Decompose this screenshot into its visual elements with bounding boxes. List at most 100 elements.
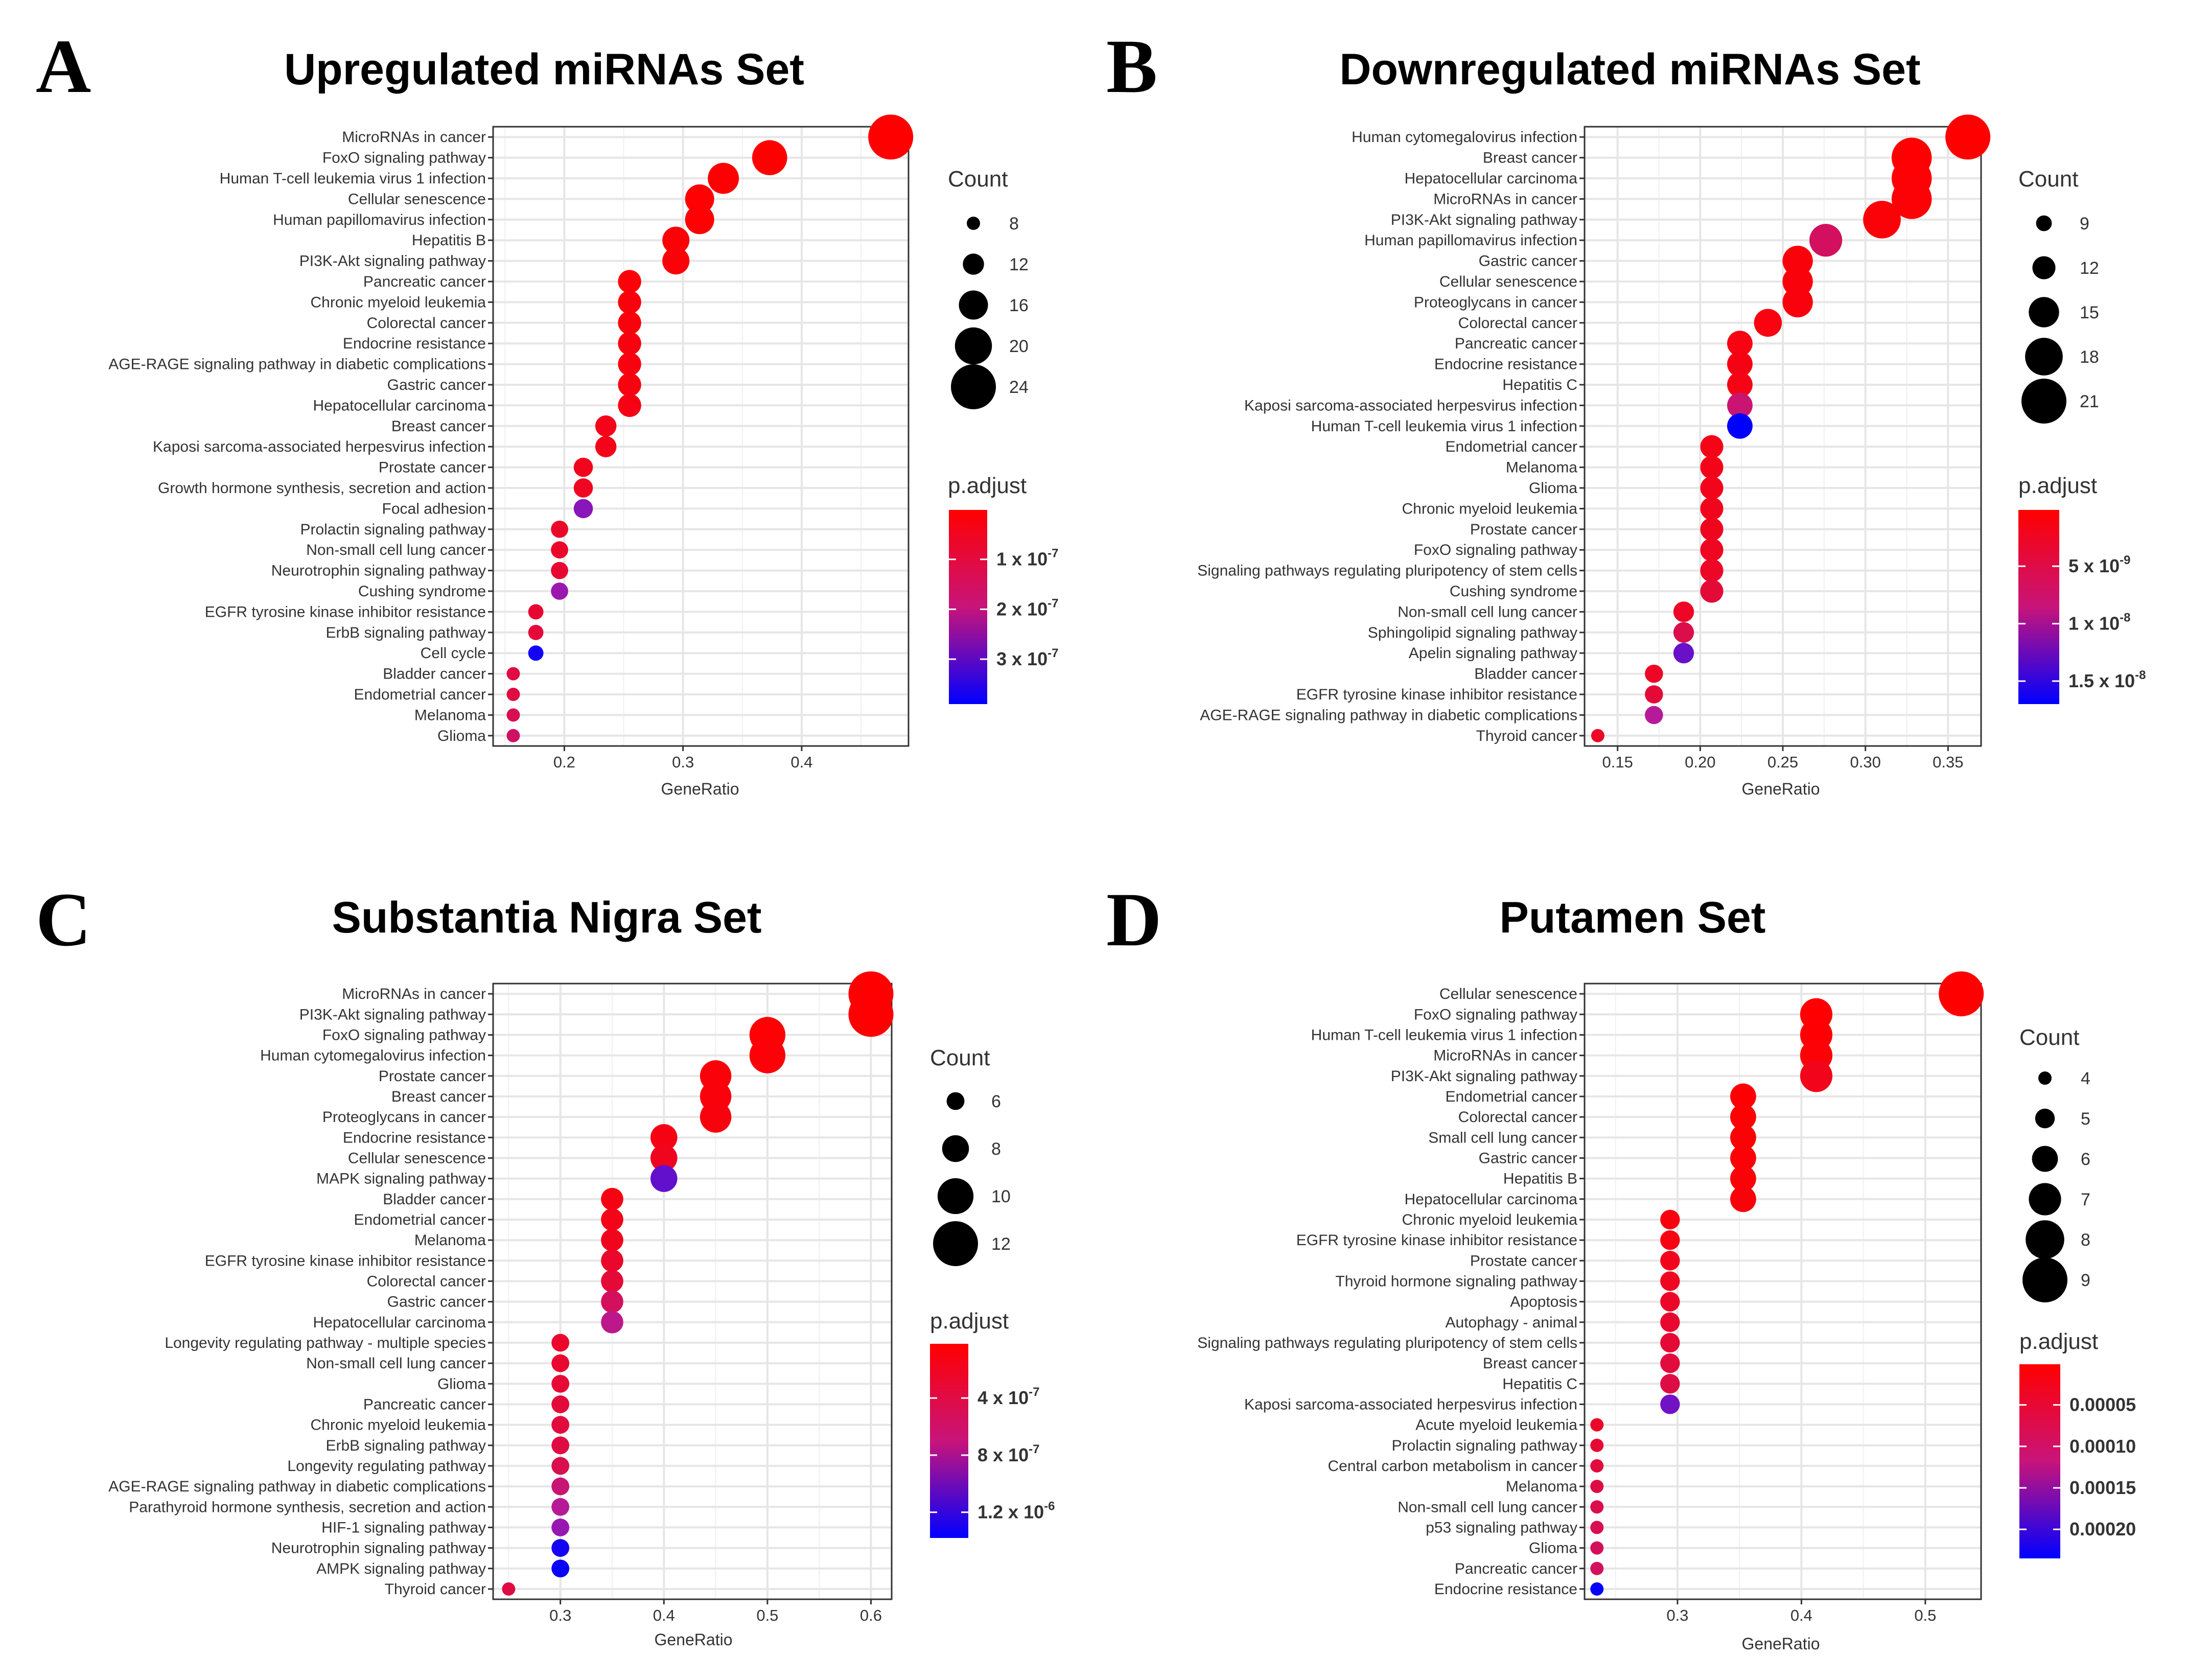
y-tick-label: Melanoma <box>1506 1478 1577 1495</box>
data-point <box>601 1229 623 1251</box>
y-tick-label: Human T-cell leukemia virus 1 infection <box>220 170 486 187</box>
y-tick-label: PI3K-Akt signaling pathway <box>1391 212 1577 228</box>
y-tick-label: Prostate cancer <box>1470 521 1577 538</box>
size-legend-label: 20 <box>1009 337 1029 356</box>
size-legend-label: 9 <box>2081 1271 2090 1290</box>
data-point <box>618 270 641 293</box>
size-legend-label: 10 <box>991 1187 1011 1206</box>
data-point <box>618 373 641 396</box>
data-point <box>1863 200 1901 239</box>
y-tick-label: Breast cancer <box>391 418 486 435</box>
size-legend-dot <box>963 253 984 275</box>
y-tick-label: Hepatocellular carcinoma <box>1405 170 1578 187</box>
data-point <box>1660 1292 1680 1312</box>
panel-label: A <box>36 24 91 109</box>
data-point <box>708 162 739 194</box>
data-point <box>601 1311 623 1334</box>
chart-title: Upregulated miRNAs Set <box>284 45 804 94</box>
size-legend-dot <box>2036 215 2052 231</box>
y-tick-label: Colorectal cancer <box>367 1273 486 1290</box>
data-point <box>1727 372 1753 398</box>
x-tick-label: 0.4 <box>1790 1606 1812 1624</box>
size-legend-dot <box>937 1178 974 1215</box>
data-point <box>551 1374 570 1393</box>
data-point <box>551 1559 570 1578</box>
data-point <box>601 1290 623 1313</box>
y-tick-label: Chronic myeloid leukemia <box>311 1417 486 1434</box>
color-legend-label: 3 x 10-7 <box>996 646 1058 669</box>
size-legend-dot <box>946 1092 965 1110</box>
y-tick-label: Thyroid hormone signaling pathway <box>1335 1273 1577 1290</box>
data-point <box>551 541 568 559</box>
data-point <box>551 1457 570 1475</box>
y-tick-label: Kaposi sarcoma-associated herpesvirus in… <box>1244 397 1577 414</box>
y-tick-label: Pancreatic cancer <box>1455 1560 1577 1577</box>
y-tick-label: Glioma <box>1529 1540 1577 1557</box>
y-tick-label: Chronic myeloid leukemia <box>1402 1211 1578 1228</box>
data-point <box>1645 664 1663 683</box>
size-legend-label: 8 <box>2081 1230 2090 1250</box>
y-tick-label: Signaling pathways regulating pluripoten… <box>1197 1335 1577 1351</box>
y-tick-label: Acute myeloid leukemia <box>1415 1417 1577 1434</box>
data-point <box>1660 1394 1680 1414</box>
data-point <box>1590 1438 1604 1452</box>
color-legend-label: 1 x 10-8 <box>2068 611 2130 634</box>
y-tick-label: MicroRNAs in cancer <box>342 129 486 146</box>
x-tick-label: 0.4 <box>790 753 812 771</box>
data-point <box>601 1249 623 1272</box>
y-tick-label: EGFR tyrosine kinase inhibitor resistanc… <box>205 1252 486 1269</box>
size-legend-dot <box>951 364 996 409</box>
y-tick-label: Chronic myeloid leukemia <box>1402 500 1578 517</box>
plot-border <box>492 983 893 1600</box>
y-tick-label: Colorectal cancer <box>1458 315 1577 332</box>
size-legend-label: 4 <box>2081 1069 2090 1088</box>
data-point <box>1660 1251 1680 1271</box>
y-tick-label: Thyroid cancer <box>385 1581 486 1598</box>
y-tick-label: p53 signaling pathway <box>1426 1519 1577 1536</box>
y-tick-label: EGFR tyrosine kinase inhibitor resistanc… <box>205 603 486 620</box>
y-tick-label: Central carbon metabolism in cancer <box>1328 1458 1577 1475</box>
y-tick-label: Pancreatic cancer <box>363 273 486 290</box>
data-point <box>618 332 641 355</box>
y-tick-label: EGFR tyrosine kinase inhibitor resistanc… <box>1296 1232 1577 1249</box>
size-legend-dot <box>942 1135 969 1162</box>
y-tick-label: Non-small cell lung cancer <box>1398 1499 1577 1515</box>
y-tick-label: ErbB signaling pathway <box>325 624 486 641</box>
data-point <box>618 393 641 417</box>
y-tick-label: Endometrial cancer <box>354 686 486 703</box>
y-tick-label: MAPK signaling pathway <box>316 1171 486 1187</box>
y-tick-label: Prostate cancer <box>379 459 486 476</box>
chart-title: Putamen Set <box>1500 893 1766 942</box>
y-tick-label: Hepatocellular carcinoma <box>313 397 486 414</box>
x-tick-label: 0.3 <box>672 753 694 771</box>
data-point <box>1730 1186 1756 1212</box>
color-bar <box>930 1344 968 1538</box>
y-tick-label: Melanoma <box>414 707 486 724</box>
size-legend-label: 12 <box>1009 255 1029 274</box>
x-tick-label: 0.20 <box>1685 753 1715 771</box>
size-legend-label: 5 <box>2081 1109 2090 1129</box>
data-point <box>1891 179 1932 219</box>
size-legend-dot <box>959 290 988 320</box>
data-point <box>1782 287 1813 318</box>
y-tick-label: Prostate cancer <box>379 1068 486 1085</box>
data-point <box>1590 1561 1604 1575</box>
plot-border <box>492 126 910 747</box>
data-point <box>551 1477 570 1496</box>
size-legend-label: 12 <box>991 1234 1011 1254</box>
data-point <box>551 1498 570 1516</box>
x-tick-label: 0.25 <box>1767 753 1798 771</box>
data-point <box>1730 1083 1756 1110</box>
size-legend-title: Count <box>930 1045 990 1070</box>
size-legend-dot <box>2026 1220 2064 1259</box>
y-tick-label: Thyroid cancer <box>1476 728 1577 744</box>
data-point <box>1809 224 1843 257</box>
x-axis-label: GeneRatio <box>1742 780 1820 798</box>
y-tick-label: Cellular senescence <box>1439 986 1577 1002</box>
panel-a: A Upregulated miRNAs Set GeneRatio Count… <box>36 24 1058 798</box>
size-legend-label: 8 <box>1009 214 1019 234</box>
y-tick-label: EGFR tyrosine kinase inhibitor resistanc… <box>1296 686 1577 703</box>
y-tick-label: AMPK signaling pathway <box>316 1560 486 1577</box>
data-point <box>528 645 544 661</box>
